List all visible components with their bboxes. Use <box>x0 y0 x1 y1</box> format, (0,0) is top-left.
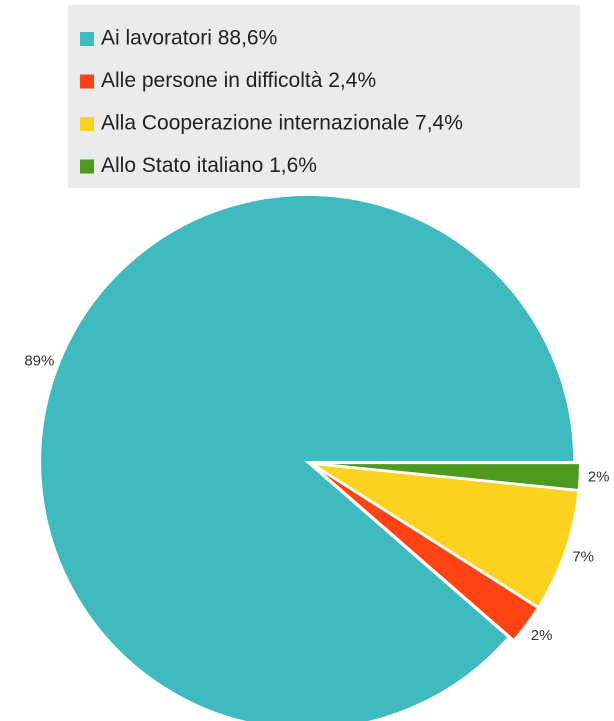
legend-label: Alla Cooperazione internazionale 7,4% <box>101 112 463 135</box>
legend-box <box>68 5 580 188</box>
legend-swatch <box>80 117 94 131</box>
legend-label: Allo Stato italiano 1,6% <box>101 154 317 177</box>
value-label: 7% <box>572 548 594 565</box>
value-label: 89% <box>24 353 54 370</box>
pie-slice <box>312 462 580 609</box>
legend-swatch <box>80 159 94 174</box>
legend-swatch <box>80 32 94 46</box>
pie-slice <box>39 193 576 721</box>
legend-label: Ai lavoratori 88,6% <box>101 27 277 50</box>
legend-label: Alle persone in difficoltà 2,4% <box>101 69 376 92</box>
value-label: 2% <box>588 468 610 485</box>
pie-slice <box>312 462 581 492</box>
value-label: 2% <box>531 627 553 644</box>
legend-swatch <box>80 74 94 89</box>
